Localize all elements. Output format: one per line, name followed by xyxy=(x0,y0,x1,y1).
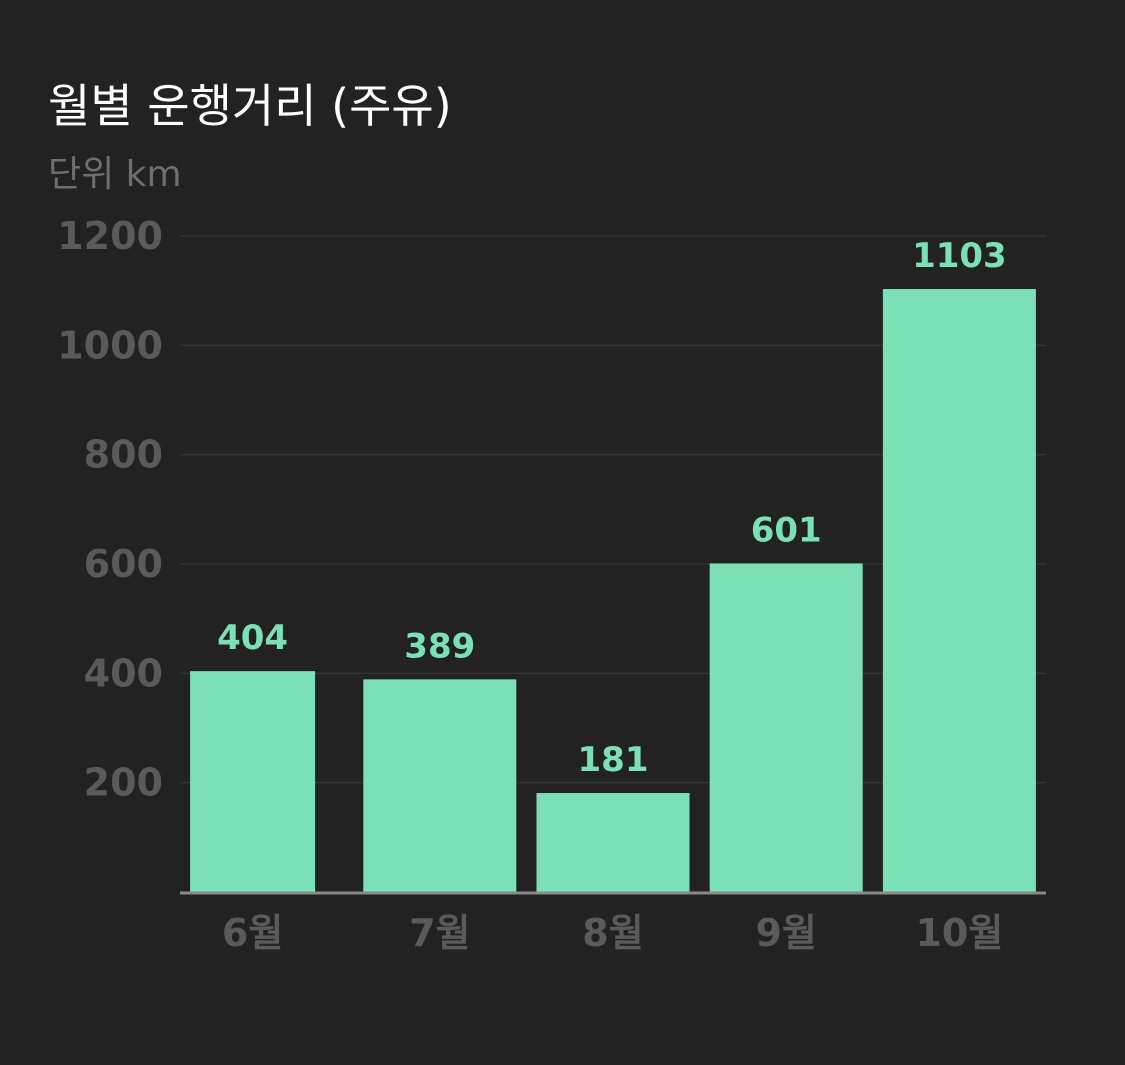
bar-value-label: 1103 xyxy=(912,236,1007,276)
bar-value-label: 601 xyxy=(751,510,822,550)
bar xyxy=(709,563,863,892)
chart-title: 월별 운행거리 (주유) xyxy=(48,79,452,133)
y-tick-label: 200 xyxy=(84,761,163,805)
y-tick-label: 1200 xyxy=(57,214,163,258)
bar xyxy=(190,671,316,892)
x-axis-ticks: 6월 7월 8월 9월 10월 xyxy=(222,911,1003,955)
bar-value-label: 389 xyxy=(404,626,475,666)
y-tick-label: 600 xyxy=(84,542,163,586)
bar-value-label: 404 xyxy=(217,618,288,658)
bar xyxy=(536,793,690,892)
y-tick-label: 400 xyxy=(84,651,163,695)
y-axis-ticks: 200 400 600 800 1000 1200 xyxy=(57,214,163,805)
bar-value-label: 181 xyxy=(578,740,649,780)
x-tick-label: 10월 xyxy=(915,911,1003,955)
y-tick-label: 800 xyxy=(84,433,163,477)
bar xyxy=(363,679,517,892)
unit-label: 단위 km xyxy=(48,154,182,195)
x-tick-label: 6월 xyxy=(222,911,283,955)
data-labels: 404 389 181 601 1103 xyxy=(217,236,1007,780)
x-tick-label: 9월 xyxy=(755,911,816,955)
x-tick-label: 7월 xyxy=(409,911,470,955)
bar xyxy=(882,289,1036,892)
bars xyxy=(190,289,1036,892)
y-tick-label: 1000 xyxy=(57,323,163,367)
x-tick-label: 8월 xyxy=(582,911,643,955)
